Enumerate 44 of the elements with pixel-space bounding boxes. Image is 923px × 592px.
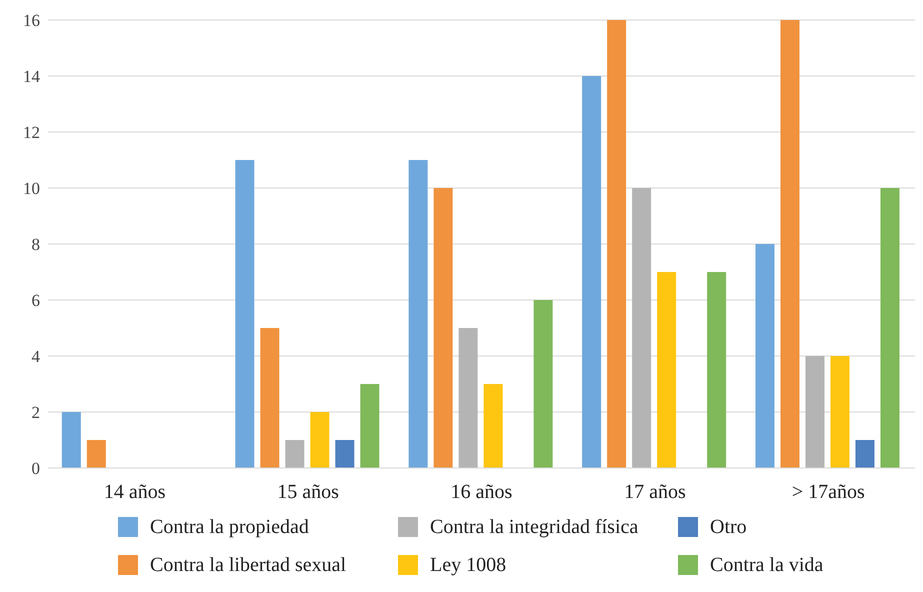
legend-label: Otro <box>710 516 747 538</box>
y-tick-label: 14 <box>23 67 40 86</box>
bar <box>335 440 354 468</box>
x-tick-label: 17 años <box>624 481 686 504</box>
bar <box>86 440 106 468</box>
bar <box>458 328 478 468</box>
bar <box>755 244 774 468</box>
legend-label: Contra la libertad sexual <box>150 554 346 576</box>
bar <box>408 160 428 468</box>
y-tick-label: 8 <box>32 235 40 254</box>
bar <box>657 272 676 468</box>
bar <box>780 20 800 468</box>
bar <box>310 412 330 468</box>
y-tick-label: 0 <box>32 459 40 478</box>
legend-label: Contra la propiedad <box>150 516 309 538</box>
bar <box>360 384 380 468</box>
bar <box>434 188 453 468</box>
y-tick-label: 16 <box>23 11 40 30</box>
bar <box>855 440 874 468</box>
bar <box>62 412 81 468</box>
legend-label: Ley 1008 <box>430 554 506 576</box>
bar <box>880 188 900 468</box>
y-tick-label: 12 <box>23 123 40 142</box>
bar <box>805 356 824 468</box>
legend-label: Contra la integridad física <box>430 516 638 538</box>
bar <box>830 356 850 468</box>
bar <box>607 20 626 468</box>
bar <box>260 328 280 468</box>
bar <box>582 76 602 468</box>
x-tick-label: 14 años <box>104 481 166 504</box>
bar <box>534 300 553 468</box>
bar <box>285 440 304 468</box>
y-tick-label: 10 <box>23 179 40 198</box>
legend-label: Contra la vida <box>710 554 824 576</box>
bar <box>707 272 726 468</box>
bar <box>632 188 652 468</box>
y-tick-label: 4 <box>32 347 40 366</box>
x-tick-label: > 17años <box>792 481 865 504</box>
bar <box>235 160 254 468</box>
y-tick-label: 2 <box>32 403 40 422</box>
x-tick-label: 16 años <box>450 481 513 504</box>
bar <box>484 384 503 468</box>
y-tick-label: 6 <box>32 291 40 310</box>
x-tick-label: 15 años <box>277 481 340 504</box>
